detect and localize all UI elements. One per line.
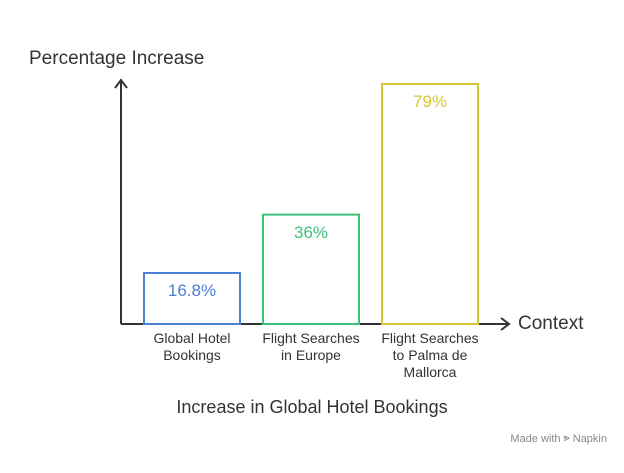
footer-brand: Napkin: [572, 432, 607, 445]
x-axis-arrowhead: [500, 317, 511, 331]
bar-value-label-1: 16.8%: [167, 280, 217, 300]
bars: [143, 83, 479, 326]
y-axis-title: Percentage Increase: [29, 48, 205, 69]
category-label-line: Flight Searches: [262, 330, 360, 346]
category-label-line: Flight Searches: [381, 330, 479, 346]
made-with-napkin: Made with ⪢ Napkin: [510, 432, 607, 445]
category-label-line: Bookings: [163, 347, 221, 363]
bar-1: [143, 271, 241, 326]
category-label-line: to Palma de: [392, 347, 468, 363]
category-label-line: in Europe: [281, 347, 341, 363]
category-label-1: Global Hotel Bookings: [132, 330, 252, 364]
footer-prefix: Made with: [510, 432, 561, 445]
category-label-line: Global Hotel: [153, 330, 231, 346]
bar-value-label-3: 79%: [412, 92, 448, 111]
bar-2: [262, 213, 360, 325]
x-axis-title: Context: [518, 313, 584, 334]
napkin-logo-icon: ⪢: [563, 432, 570, 444]
chart-caption: Increase in Global Hotel Bookings: [176, 397, 448, 417]
category-label-2: Flight Searches in Europe: [251, 330, 371, 364]
category-label-line: Mallorca: [403, 364, 457, 380]
y-axis-arrowhead: [114, 78, 128, 89]
bar-value-label-2: 36%: [293, 222, 329, 242]
category-label-3: Flight Searches to Palma de Mallorca: [370, 330, 490, 381]
bar-3: [381, 83, 479, 325]
